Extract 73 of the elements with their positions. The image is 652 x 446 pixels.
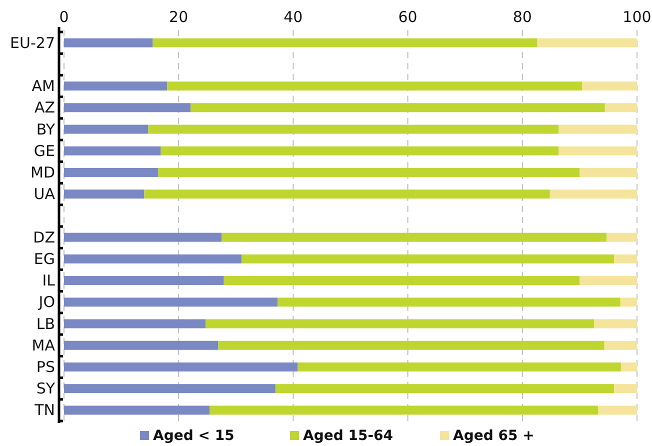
y-tick-label: SY bbox=[36, 380, 56, 398]
bar bbox=[206, 319, 594, 328]
bar bbox=[298, 362, 621, 372]
legend-label: Aged < 15 bbox=[153, 428, 234, 444]
bar bbox=[167, 82, 582, 91]
bar bbox=[64, 124, 148, 134]
bar bbox=[614, 254, 637, 264]
bar bbox=[64, 319, 206, 328]
y-tick-label: DZ bbox=[33, 228, 55, 246]
y-tick-label: PS bbox=[36, 358, 55, 376]
bar bbox=[614, 384, 637, 394]
bar bbox=[64, 254, 242, 264]
y-tick-label: JO bbox=[38, 293, 55, 312]
bar bbox=[594, 319, 637, 328]
bar bbox=[64, 298, 278, 307]
bar bbox=[158, 168, 580, 177]
bar bbox=[64, 146, 161, 156]
y-tick-label: BY bbox=[36, 120, 56, 138]
bar bbox=[64, 232, 222, 242]
bar bbox=[620, 362, 637, 372]
y-tick-label: AZ bbox=[34, 98, 55, 117]
bar bbox=[537, 38, 637, 48]
bar bbox=[64, 276, 224, 286]
bar bbox=[582, 82, 637, 91]
bar bbox=[218, 340, 604, 350]
bar bbox=[210, 406, 598, 415]
y-tick-label: UA bbox=[34, 185, 56, 204]
bar bbox=[64, 103, 191, 112]
bar bbox=[604, 340, 637, 350]
legend-label: Aged 15-64 bbox=[303, 428, 394, 444]
y-tick-label: TN bbox=[34, 401, 55, 420]
bar bbox=[190, 103, 605, 112]
bar bbox=[558, 146, 637, 156]
bar bbox=[160, 146, 558, 156]
y-tick-label: EG bbox=[34, 250, 55, 268]
y-tick-label: GE bbox=[34, 142, 55, 160]
x-tick-label: 60 bbox=[398, 8, 418, 26]
bar bbox=[275, 384, 614, 394]
bar bbox=[64, 384, 276, 394]
legend-label: Aged 65 + bbox=[453, 428, 534, 444]
bar bbox=[606, 232, 637, 242]
y-tick-label: IL bbox=[42, 272, 56, 290]
bar bbox=[604, 103, 637, 112]
x-tick-label: 100 bbox=[622, 8, 652, 26]
bar bbox=[222, 232, 607, 242]
bar bbox=[64, 38, 153, 48]
bar bbox=[64, 406, 210, 415]
bar bbox=[620, 298, 637, 307]
bar bbox=[242, 254, 614, 264]
bar bbox=[550, 190, 637, 199]
bar bbox=[598, 406, 637, 415]
bar bbox=[64, 190, 144, 199]
x-tick-label: 20 bbox=[169, 8, 188, 26]
bar bbox=[278, 298, 620, 307]
x-tick-label: 80 bbox=[512, 8, 532, 26]
y-tick-label: AM bbox=[32, 77, 55, 96]
y-tick-label: LB bbox=[36, 314, 55, 333]
bar bbox=[64, 362, 298, 372]
y-tick-label: MD bbox=[30, 163, 55, 182]
y-tick-label: EU-27 bbox=[10, 34, 55, 52]
bar bbox=[580, 276, 637, 286]
bar bbox=[152, 38, 538, 48]
bar bbox=[64, 82, 168, 91]
bar bbox=[64, 340, 218, 350]
x-tick-label: 0 bbox=[59, 8, 69, 26]
bar bbox=[64, 168, 158, 177]
bar bbox=[148, 124, 558, 134]
x-tick-label: 40 bbox=[284, 8, 303, 26]
bar bbox=[144, 190, 550, 199]
y-tick-label: MA bbox=[32, 336, 56, 354]
bar bbox=[580, 168, 637, 177]
bar bbox=[224, 276, 580, 286]
bar bbox=[558, 124, 637, 134]
